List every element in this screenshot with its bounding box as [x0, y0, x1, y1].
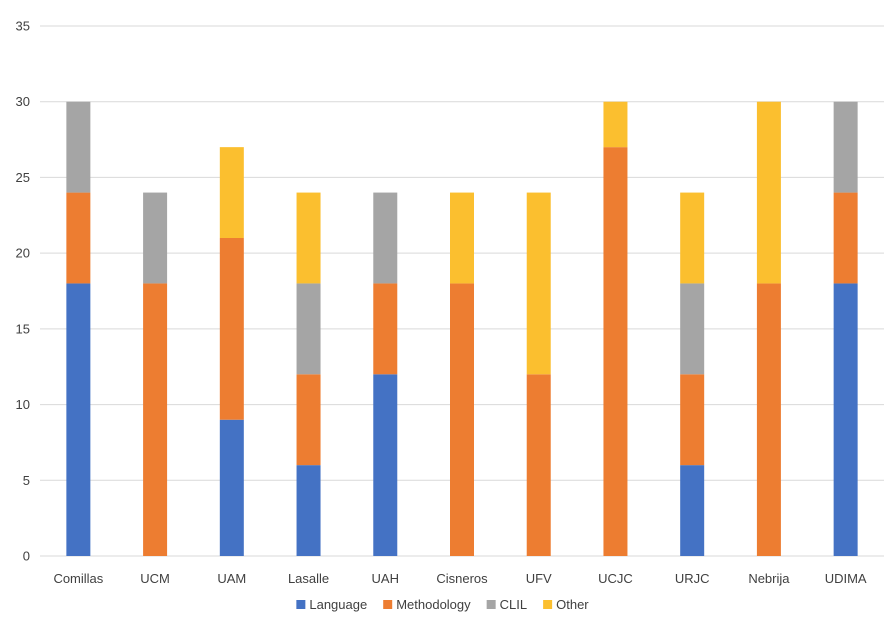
legend-item-methodology: Methodology: [383, 597, 471, 612]
legend-swatch: [383, 600, 393, 609]
bar-segment-methodology-nebrija: [756, 283, 781, 556]
bar-segment-methodology-ucjc: [603, 147, 628, 556]
x-tick-label: UDIMA: [825, 571, 867, 586]
x-tick-label: Comillas: [53, 571, 103, 586]
y-tick-label: 25: [16, 170, 30, 185]
y-tick-label: 15: [16, 321, 30, 336]
bar-segment-clil-urjc: [680, 283, 705, 375]
bar-segment-clil-lasalle: [296, 283, 321, 375]
bar-segment-methodology-uah: [373, 283, 398, 375]
legend-swatch: [486, 600, 496, 609]
bar-segment-language-comillas: [66, 283, 91, 556]
bar-segment-clil-uah: [373, 192, 398, 284]
x-tick-label: UCJC: [598, 571, 633, 586]
x-tick-label: Cisneros: [436, 571, 488, 586]
legend-swatch: [543, 600, 553, 609]
bar-segment-other-ufv: [526, 192, 551, 375]
legend-label: Methodology: [396, 597, 471, 612]
legend-item-language: Language: [296, 597, 367, 612]
legend-label: CLIL: [500, 597, 527, 612]
x-tick-label: Lasalle: [288, 571, 329, 586]
bar-segment-other-uam: [219, 147, 244, 238]
bar-segment-other-lasalle: [296, 192, 321, 284]
bar-segment-clil-comillas: [66, 101, 91, 193]
y-axis-ticks: 0 5 10 15 20 25 30 35: [16, 19, 30, 564]
legend-item-other: Other: [543, 597, 589, 612]
x-tick-label: URJC: [675, 571, 710, 586]
x-tick-label: UFV: [526, 571, 552, 586]
bar-segment-language-uah: [373, 374, 398, 556]
bar-segment-other-urjc: [680, 192, 705, 284]
bar-segment-language-uam: [219, 419, 244, 556]
bars: [66, 101, 858, 556]
legend: Language Methodology CLIL Other: [296, 597, 589, 612]
x-tick-label: UAH: [372, 571, 399, 586]
bar-segment-clil-ucm: [143, 192, 168, 284]
legend-swatch: [296, 600, 306, 609]
legend-label: Other: [556, 597, 589, 612]
legend-label: Language: [309, 597, 367, 612]
y-tick-label: 10: [16, 397, 30, 412]
bar-segment-other-nebrija: [756, 101, 781, 284]
bar-segment-methodology-lasalle: [296, 374, 321, 466]
y-tick-label: 30: [16, 94, 30, 109]
bar-segment-methodology-uam: [219, 238, 244, 420]
y-tick-label: 5: [23, 473, 30, 488]
bar-segment-language-udima: [833, 283, 858, 556]
bar-segment-methodology-comillas: [66, 192, 91, 284]
y-tick-label: 0: [23, 549, 30, 564]
y-tick-label: 35: [16, 19, 30, 34]
bar-segment-clil-udima: [833, 101, 858, 193]
legend-item-clil: CLIL: [486, 597, 527, 612]
bar-segment-methodology-udima: [833, 192, 858, 284]
bar-segment-other-ucjc: [603, 101, 628, 148]
x-tick-label: UCM: [140, 571, 170, 586]
bar-segment-other-cisneros: [450, 192, 474, 284]
bar-segment-methodology-ufv: [526, 374, 551, 556]
bar-segment-language-urjc: [680, 465, 705, 556]
bar-segment-methodology-ucm: [143, 283, 168, 556]
bar-segment-methodology-cisneros: [450, 283, 474, 556]
x-axis-ticks: Comillas UCM UAM Lasalle UAH Cisneros UFV UCJC U…: [53, 571, 866, 586]
x-tick-label: Nebrija: [748, 571, 790, 586]
y-tick-label: 20: [16, 246, 30, 261]
bar-segment-methodology-urjc: [680, 374, 705, 466]
x-tick-label: UAM: [217, 571, 246, 586]
bar-segment-language-lasalle: [296, 465, 321, 556]
